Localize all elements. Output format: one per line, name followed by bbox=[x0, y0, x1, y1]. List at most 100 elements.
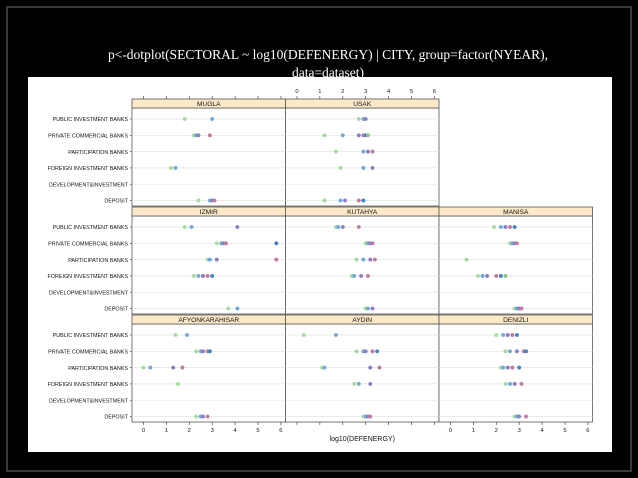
data-point bbox=[519, 381, 524, 386]
data-point bbox=[368, 381, 373, 386]
data-point bbox=[368, 414, 373, 419]
category-label: PUBLIC INVESTMENT BANKS bbox=[53, 225, 129, 231]
data-point bbox=[503, 381, 508, 386]
data-point bbox=[322, 365, 327, 370]
data-point bbox=[494, 333, 499, 338]
x-tick-label: 4 bbox=[387, 89, 391, 95]
trellis-dotplot-chart: AFYONKARAHISAR AYDIN DENIZLI IZMIR KUTAHYA MA… bbox=[28, 77, 612, 452]
data-point bbox=[340, 224, 345, 229]
panel-strip-label: MANISA bbox=[503, 209, 529, 216]
data-point bbox=[524, 349, 529, 354]
data-point bbox=[491, 224, 496, 229]
category-label: PRIVATE COMMERCIAL BANKS bbox=[48, 242, 128, 248]
data-point bbox=[352, 273, 357, 278]
data-point bbox=[503, 349, 508, 354]
data-point bbox=[512, 381, 517, 386]
panel-strip-label: KUTAHYA bbox=[347, 209, 378, 216]
data-point bbox=[205, 414, 210, 419]
data-point bbox=[338, 198, 343, 203]
data-point bbox=[194, 414, 199, 419]
data-point bbox=[365, 133, 370, 138]
category-label: DEPOSIT bbox=[104, 307, 128, 313]
data-point bbox=[377, 365, 382, 370]
data-point bbox=[365, 149, 370, 154]
data-point bbox=[173, 333, 178, 338]
data-point bbox=[171, 365, 176, 370]
data-point bbox=[201, 273, 206, 278]
data-point bbox=[368, 365, 373, 370]
data-point bbox=[464, 257, 469, 262]
panel-box bbox=[131, 107, 286, 207]
data-point bbox=[372, 257, 377, 262]
data-point bbox=[343, 198, 348, 203]
data-point bbox=[212, 198, 217, 203]
x-tick-label: 2 bbox=[341, 89, 344, 95]
category-label: DEVELOPMENT&INVESTMENT bbox=[49, 182, 129, 188]
data-point bbox=[370, 349, 375, 354]
data-point bbox=[503, 273, 508, 278]
data-point bbox=[336, 224, 341, 229]
data-point bbox=[508, 349, 513, 354]
data-point bbox=[517, 414, 522, 419]
data-point bbox=[184, 333, 189, 338]
category-label: DEPOSIT bbox=[104, 199, 128, 205]
category-label: FOREIGN INVESTMENT BANKS bbox=[48, 382, 129, 388]
data-point bbox=[359, 273, 364, 278]
category-label: PARTICIPATION BANKS bbox=[68, 150, 128, 156]
x-tick-label: 5 bbox=[256, 428, 259, 434]
data-point bbox=[223, 241, 228, 246]
x-tick-label: 0 bbox=[295, 89, 298, 95]
data-point bbox=[356, 133, 361, 138]
data-point bbox=[370, 241, 375, 246]
data-point bbox=[182, 117, 187, 122]
data-point bbox=[356, 381, 361, 386]
data-point bbox=[322, 133, 327, 138]
category-label: PARTICIPATION BANKS bbox=[68, 258, 128, 264]
panel-strip-label: MUGLA bbox=[197, 101, 221, 108]
data-point bbox=[207, 257, 212, 262]
data-point bbox=[365, 273, 370, 278]
data-point bbox=[196, 273, 201, 278]
x-tick-label: 4 bbox=[233, 428, 237, 434]
data-point bbox=[510, 333, 515, 338]
category-label: FOREIGN INVESTMENT BANKS bbox=[48, 274, 129, 280]
data-point bbox=[361, 198, 366, 203]
slide-title: p<-dotplot(SECTORAL ~ log10(DEFENERGY) |… bbox=[48, 46, 608, 82]
data-point bbox=[503, 224, 508, 229]
data-point bbox=[235, 224, 240, 229]
data-point bbox=[210, 117, 215, 122]
data-point bbox=[356, 198, 361, 203]
data-point bbox=[475, 273, 480, 278]
x-tick-label: 1 bbox=[165, 428, 168, 434]
data-point bbox=[301, 333, 306, 338]
data-point bbox=[226, 306, 231, 311]
data-point bbox=[517, 365, 522, 370]
data-point bbox=[361, 165, 366, 170]
x-tick-label: 2 bbox=[495, 428, 498, 434]
data-point bbox=[173, 165, 178, 170]
panel-strip-label: AFYONKARAHISAR bbox=[178, 317, 239, 324]
data-point bbox=[148, 365, 153, 370]
data-point bbox=[333, 333, 338, 338]
data-point bbox=[519, 306, 524, 311]
data-point bbox=[508, 381, 513, 386]
data-point bbox=[189, 224, 194, 229]
data-point bbox=[505, 333, 510, 338]
data-point bbox=[235, 306, 240, 311]
data-point bbox=[375, 349, 380, 354]
panel-strip-label: DENIZLI bbox=[503, 317, 528, 324]
x-tick-label: 3 bbox=[364, 89, 367, 95]
data-point bbox=[333, 149, 338, 154]
panel-box bbox=[131, 215, 286, 315]
category-label: DEPOSIT bbox=[104, 415, 128, 421]
x-axis-label: log10(DEFENERGY) bbox=[330, 436, 395, 443]
data-point bbox=[363, 117, 368, 122]
x-tick-label: 3 bbox=[211, 428, 214, 434]
x-tick-label: 5 bbox=[410, 89, 413, 95]
x-tick-label: 6 bbox=[433, 89, 436, 95]
panel-box bbox=[131, 323, 286, 423]
title-line-1: p<-dotplot(SECTORAL ~ log10(DEFENERGY) |… bbox=[107, 47, 549, 62]
category-label: FOREIGN INVESTMENT BANKS bbox=[48, 166, 129, 172]
data-point bbox=[340, 133, 345, 138]
data-point bbox=[356, 117, 361, 122]
